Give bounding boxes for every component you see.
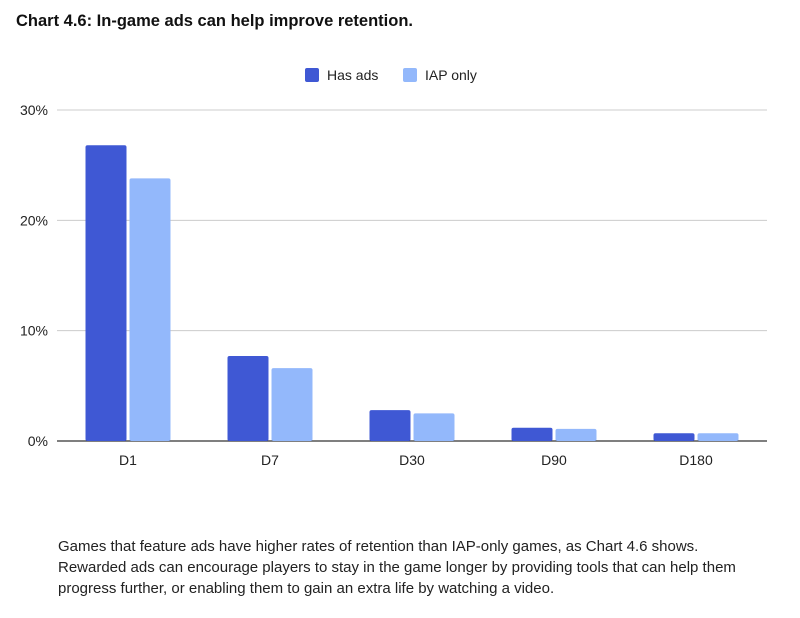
y-tick-label: 0% — [28, 433, 48, 449]
x-tick-label: D30 — [399, 452, 425, 468]
y-tick-label: 30% — [20, 102, 48, 118]
gridlines — [57, 109, 767, 442]
legend-swatch-has-ads — [305, 68, 319, 82]
bar-has-ads-d90 — [511, 427, 553, 441]
y-axis-ticks: 0% 10% 20% 30% — [20, 102, 48, 449]
bar-iap-only-d7 — [271, 368, 313, 441]
bars — [85, 145, 739, 441]
bar-has-ads-d1 — [85, 145, 127, 441]
legend-swatch-iap-only — [403, 68, 417, 82]
chart-caption: Games that feature ads have higher rates… — [58, 538, 736, 597]
legend: Has ads IAP only — [305, 67, 477, 83]
bar-chart: 0% 10% 20% 30% D1 D7 D30 D90 D180 Has ads IAP on… — [20, 67, 767, 468]
x-tick-label: D7 — [261, 452, 279, 468]
y-tick-label: 20% — [20, 212, 48, 228]
bar-iap-only-d30 — [413, 413, 455, 441]
bar-iap-only-d180 — [697, 433, 739, 441]
x-axis-ticks: D1 D7 D30 D90 D180 — [119, 452, 713, 468]
bar-has-ads-d180 — [653, 433, 695, 441]
bar-has-ads-d7 — [227, 356, 269, 441]
bar-iap-only-d1 — [129, 178, 171, 441]
legend-label: IAP only — [425, 67, 477, 83]
x-tick-label: D1 — [119, 452, 137, 468]
chart-title: Chart 4.6: In-game ads can help improve … — [16, 12, 414, 30]
y-tick-label: 10% — [20, 323, 48, 339]
x-tick-label: D180 — [679, 452, 713, 468]
legend-label: Has ads — [327, 67, 378, 83]
x-tick-label: D90 — [541, 452, 567, 468]
bar-has-ads-d30 — [369, 410, 411, 441]
bar-iap-only-d90 — [555, 428, 597, 441]
